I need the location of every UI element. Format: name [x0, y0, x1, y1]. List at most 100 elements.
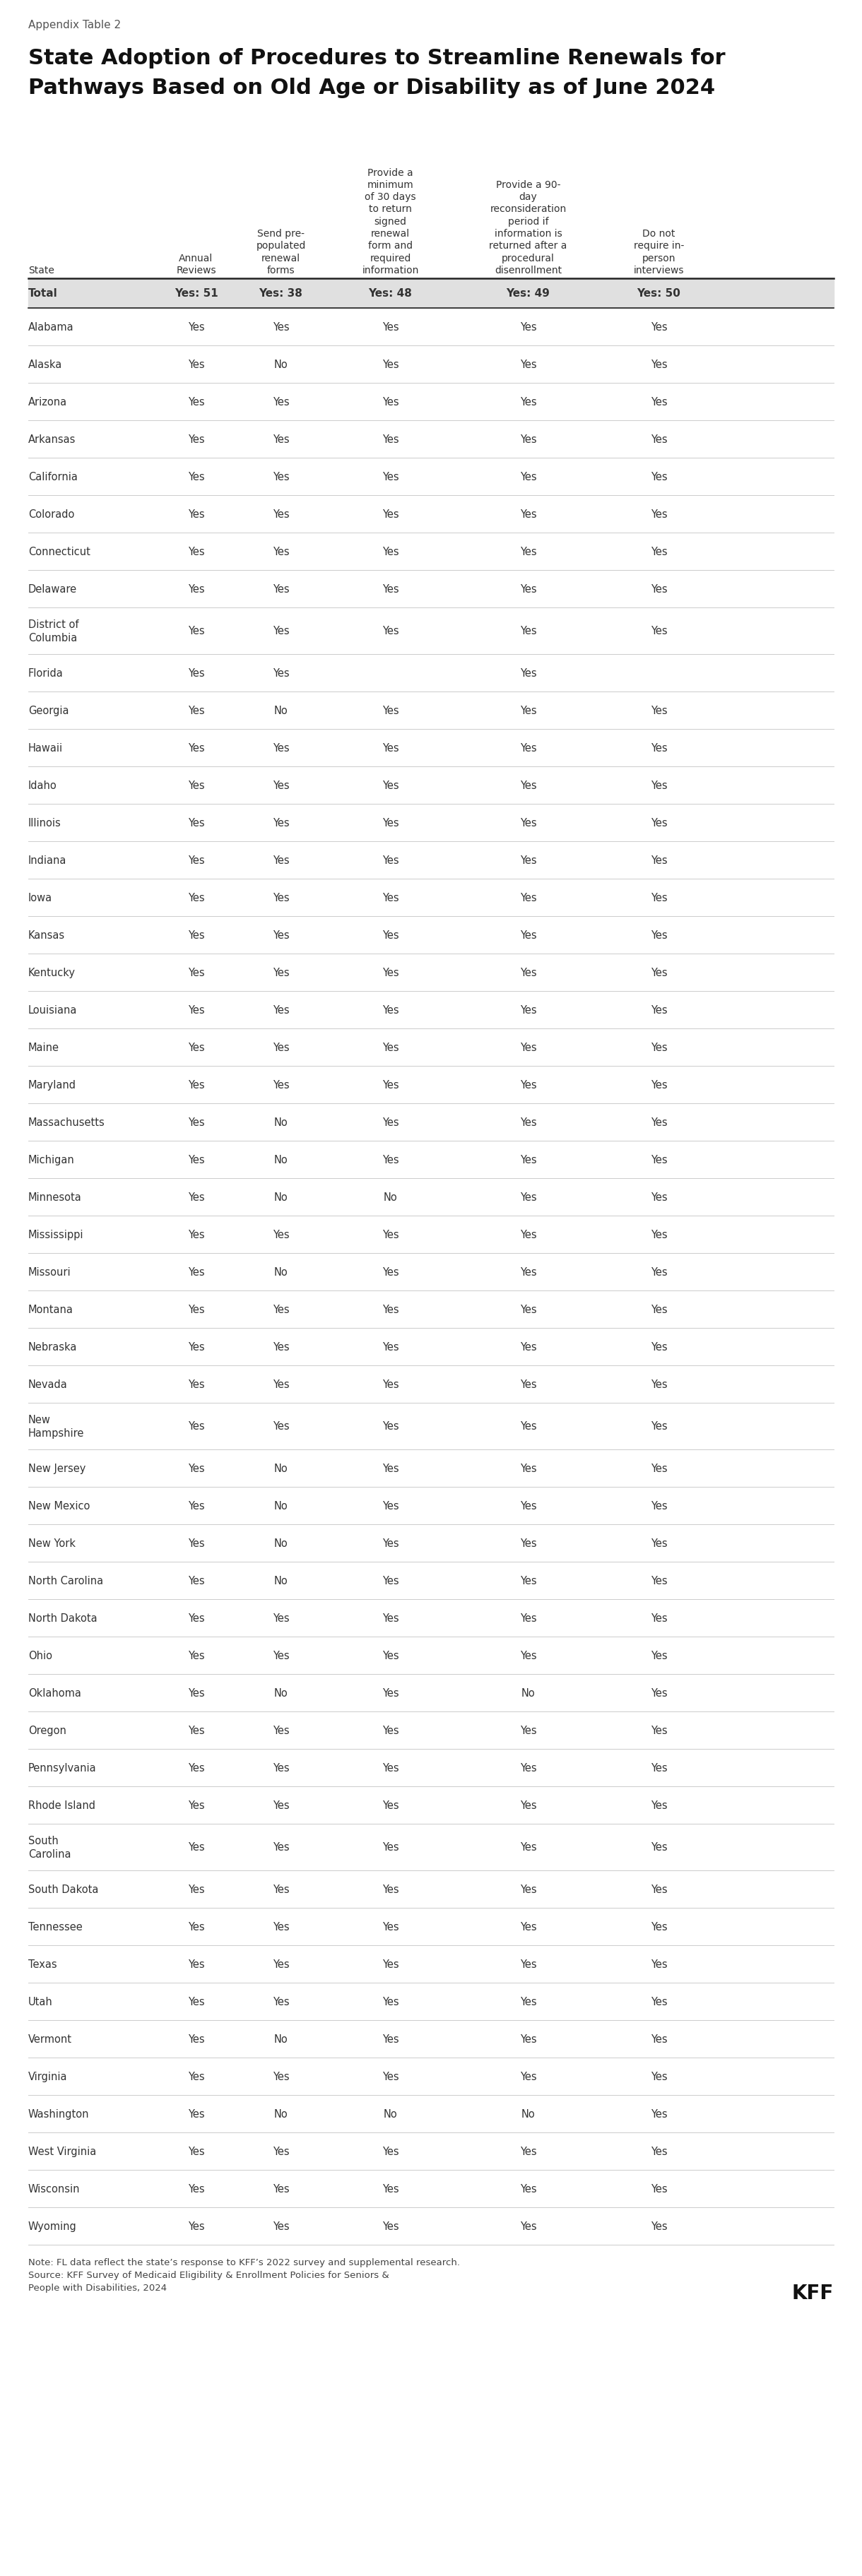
Text: New York: New York [28, 1538, 76, 1548]
Text: Yes: Yes [651, 510, 667, 520]
Text: No: No [274, 1193, 288, 1203]
Text: Yes: Yes [188, 361, 204, 371]
Text: Yes: Yes [520, 1193, 536, 1203]
Text: Missouri: Missouri [28, 1267, 71, 1278]
Text: Yes: Yes [651, 2146, 667, 2156]
Text: Yes: Yes [651, 1996, 667, 2007]
Text: Yes: Yes [272, 322, 290, 332]
Text: New Mexico: New Mexico [28, 1502, 90, 1512]
Text: Yes: Yes [188, 1996, 204, 2007]
Text: KFF: KFF [792, 2282, 834, 2303]
Text: No: No [384, 1193, 397, 1203]
Text: Yes: Yes [188, 1229, 204, 1239]
Text: Yes: Yes [188, 969, 204, 979]
Text: North Dakota: North Dakota [28, 1613, 97, 1623]
Text: Yes: Yes [382, 1687, 399, 1698]
Text: Montana: Montana [28, 1303, 73, 1314]
Text: Yes: Yes [188, 435, 204, 446]
Text: Yes: Yes [382, 2032, 399, 2045]
Text: Yes: Yes [651, 1193, 667, 1203]
Text: Yes: Yes [651, 1922, 667, 1932]
Text: Yes: Yes [651, 1687, 667, 1698]
Text: Yes: Yes [520, 1005, 536, 1015]
Text: Massachusetts: Massachusetts [28, 1118, 105, 1128]
Text: Yes: Yes [272, 1005, 290, 1015]
Text: Yes: Yes [520, 626, 536, 636]
Text: Yes: Yes [651, 1342, 667, 1352]
Text: Yes: Yes [520, 1043, 536, 1054]
Text: Yes: Yes [188, 1193, 204, 1203]
Text: Oklahoma: Oklahoma [28, 1687, 81, 1698]
Text: Yes: Yes [651, 1422, 667, 1432]
Text: Yes: Yes [651, 1842, 667, 1852]
Text: Iowa: Iowa [28, 891, 53, 904]
Text: Yes: Yes [382, 1303, 399, 1314]
Text: Yes: Yes [651, 1613, 667, 1623]
Text: Yes: Yes [188, 2032, 204, 2045]
Text: Yes: 50: Yes: 50 [637, 289, 681, 299]
Text: North Carolina: North Carolina [28, 1577, 103, 1587]
Text: Yes: Yes [188, 2221, 204, 2231]
Text: Yes: Yes [382, 510, 399, 520]
Text: No: No [274, 1463, 288, 1473]
Text: Yes: Yes [382, 891, 399, 904]
Text: Yes: Yes [272, 510, 290, 520]
Text: Yes: Yes [520, 969, 536, 979]
Text: Yes: Yes [651, 742, 667, 752]
Text: Yes: Yes [272, 817, 290, 829]
Text: Yes: Yes [520, 1502, 536, 1512]
Text: Yes: Yes [382, 1651, 399, 1662]
Text: Yes: Yes [651, 1118, 667, 1128]
Text: Yes: Yes [382, 1422, 399, 1432]
Text: Yes: Yes [272, 626, 290, 636]
Text: No: No [274, 1118, 288, 1128]
Text: Yes: Yes [520, 1463, 536, 1473]
Bar [28, 278, 834, 309]
Text: Yes: Yes [188, 1267, 204, 1278]
Text: Yes: Yes [651, 1043, 667, 1054]
Text: Yes: Yes [272, 1342, 290, 1352]
Text: Yes: Yes [382, 706, 399, 716]
Text: Yes: Yes [382, 1378, 399, 1388]
Text: Yes: Yes [382, 1842, 399, 1852]
Text: Yes: Yes [188, 1613, 204, 1623]
Text: Yes: Yes [272, 1613, 290, 1623]
Text: Yes: 49: Yes: 49 [506, 289, 550, 299]
Text: People with Disabilities, 2024: People with Disabilities, 2024 [28, 2282, 167, 2293]
Text: Arizona: Arizona [28, 397, 67, 407]
Text: Yes: Yes [520, 1883, 536, 1893]
Text: Yes: Yes [188, 510, 204, 520]
Text: Yes: Yes [188, 1842, 204, 1852]
Text: Appendix Table 2: Appendix Table 2 [28, 21, 121, 31]
Text: Yes: Yes [188, 1043, 204, 1054]
Text: No: No [274, 1502, 288, 1512]
Text: Yes: Yes [272, 969, 290, 979]
Text: Yes: Yes [188, 1154, 204, 1164]
Text: Yes: Yes [382, 1043, 399, 1054]
Text: Yes: Yes [272, 471, 290, 482]
Text: Yes: Yes [188, 471, 204, 482]
Text: Yes: Yes [188, 1538, 204, 1548]
Text: Yes: Yes [520, 2184, 536, 2195]
Text: Yes: Yes [520, 2071, 536, 2081]
Text: Yes: Yes [520, 2146, 536, 2156]
Text: Yes: Yes [272, 1726, 290, 1736]
Text: Yes: Yes [272, 742, 290, 752]
Text: Yes: Yes [520, 1267, 536, 1278]
Text: Yes: Yes [272, 1079, 290, 1090]
Text: Alaska: Alaska [28, 361, 62, 371]
Text: No: No [274, 361, 288, 371]
Text: Yes: Yes [651, 626, 667, 636]
Text: Yes: Yes [520, 546, 536, 556]
Text: Georgia: Georgia [28, 706, 69, 716]
Text: Yes: Yes [520, 1726, 536, 1736]
Text: Arkansas: Arkansas [28, 435, 76, 446]
Text: Yes: Yes [651, 891, 667, 904]
Text: Yes: Yes [520, 1378, 536, 1388]
Text: Yes: Yes [651, 1463, 667, 1473]
Text: Florida: Florida [28, 667, 64, 677]
Text: Yes: Yes [188, 1801, 204, 1811]
Text: Yes: Yes [188, 1422, 204, 1432]
Text: Yes: Yes [382, 969, 399, 979]
Text: Yes: Yes [651, 435, 667, 446]
